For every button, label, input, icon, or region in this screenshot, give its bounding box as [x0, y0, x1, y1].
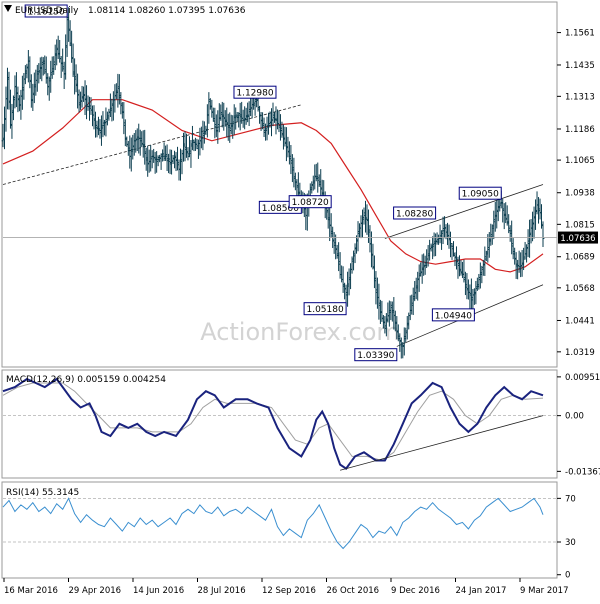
date-axis: 16 Mar 2016 29 Apr 2016 14 Jun 2016 28 Jul … [2, 577, 568, 596]
price-level-label-box [233, 85, 277, 99]
price-level-label: 1.03390 [357, 351, 394, 361]
rsi-line [2, 497, 544, 550]
price-tick-label: 1.1065 [565, 156, 595, 166]
price-level-label: 1.08720 [292, 198, 329, 208]
price-level-label: 1.09050 [462, 190, 499, 200]
price-level-label-box [303, 302, 347, 316]
date-tick-label: 9 Dec 2016 [391, 586, 440, 596]
date-tick-label: 28 Jul 2016 [198, 586, 246, 596]
rsi-axis: 70 30 0 [3, 494, 576, 581]
moving-average [2, 99, 544, 273]
price-level-label-box [354, 348, 398, 362]
macd-tick-label: -0.013671 [565, 467, 600, 477]
macd-panel-frame [1, 369, 558, 479]
price-bars [1, 7, 545, 359]
macd-lines [2, 377, 544, 471]
macd-signal-line [2, 382, 544, 462]
price-level-label-box [458, 186, 502, 200]
price-tick-label: 1.1313 [565, 92, 595, 102]
price-level-label: 1.05180 [306, 305, 343, 315]
price-panel: ActionForex.com 1.0319 1.0441 1.0568 1.0689… [1, 1, 598, 368]
price-level-label: 1.08280 [396, 210, 433, 220]
price-level-label: 1.04940 [435, 311, 472, 321]
chart-symbol: EURUSD,Daily [15, 6, 79, 16]
price-tick-label: 1.0319 [565, 348, 595, 358]
chart-ohlc: 1.08114 1.08260 1.07395 1.07636 [88, 6, 246, 16]
price-level-label: 1.12980 [236, 89, 273, 99]
macd-panel: 0.009514 0.00 -0.013671 MACD(12,26,9) 0.00… [1, 369, 600, 479]
price-tick-label: 1.0441 [565, 316, 595, 326]
price-tick-label: 1.1561 [565, 29, 595, 39]
rsi-line-path [2, 497, 544, 550]
price-level-label: 1.16150 [28, 8, 65, 18]
macd-tick-label: 0.009514 [565, 373, 600, 383]
price-tick-label: 1.1435 [565, 61, 595, 71]
watermark-text: ActionForex.com [200, 318, 400, 346]
macd-tick-label: 0.00 [565, 412, 584, 422]
date-tick-label: 14 Jun 2016 [133, 586, 184, 596]
price-level-label-box [393, 206, 437, 220]
chart-menu-icon[interactable] [4, 5, 12, 12]
rsi-tick-label: 30 [565, 538, 576, 548]
price-tick-label: 1.0815 [565, 220, 595, 230]
price-level-label-box [24, 4, 68, 18]
price-axis: 1.0319 1.0441 1.0568 1.0689 1.0815 1.0938 1.10… [557, 29, 595, 358]
price-level-label-box [288, 195, 332, 209]
current-price: 1.07636 [3, 231, 598, 244]
trendline [384, 184, 544, 239]
price-level-label-box [431, 308, 475, 322]
macd-main-line [2, 377, 544, 470]
price-panel-frame [1, 1, 558, 368]
date-tick-label: 26 Oct 2016 [327, 586, 380, 596]
rsi-tick-label: 70 [565, 494, 576, 504]
macd-trendline [340, 415, 544, 471]
price-level-label: 1.08500 [262, 204, 299, 214]
price-tick-label: 1.0568 [565, 284, 595, 294]
date-tick-label: 12 Sep 2016 [262, 586, 316, 596]
price-tick-label: 1.1186 [565, 125, 595, 135]
rsi-tick-label: 0 [565, 571, 570, 581]
moving-average-line [2, 99, 544, 273]
price-tick-label: 1.0689 [565, 253, 595, 263]
current-price-tag [558, 231, 598, 244]
macd-title: MACD(12,26,9) 0.005159 0.004254 [6, 375, 166, 385]
rsi-panel: 70 30 0 RSI(14) 55.3145 [1, 481, 576, 581]
date-tick-label: 29 Apr 2016 [69, 586, 122, 596]
date-tick-label: 9 Mar 2017 [520, 586, 568, 596]
current-price-label: 1.07636 [560, 234, 595, 244]
rsi-title: RSI(14) 55.3145 [6, 488, 79, 498]
price-tick-label: 1.0938 [565, 189, 595, 199]
date-tick-label: 16 Mar 2016 [4, 586, 58, 596]
date-tick-label: 24 Jan 2017 [456, 586, 507, 596]
